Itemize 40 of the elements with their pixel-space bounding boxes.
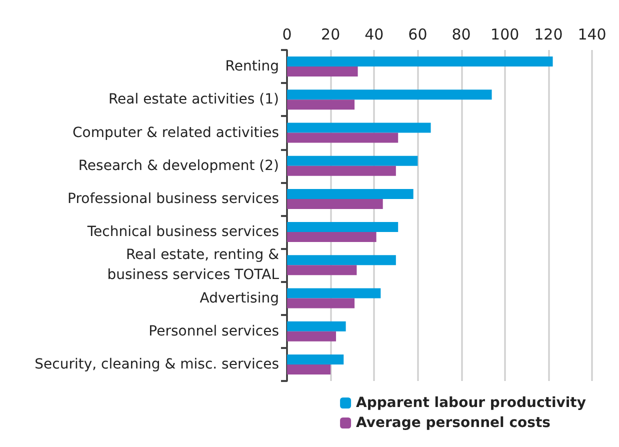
bar bbox=[287, 321, 346, 332]
x-tick-label: 40 bbox=[364, 26, 384, 44]
x-tick-label: 100 bbox=[490, 26, 520, 44]
bar bbox=[287, 56, 553, 67]
bar bbox=[287, 188, 414, 199]
bar bbox=[287, 90, 492, 100]
legend-label: Average personnel costs bbox=[356, 415, 550, 431]
y-tick-label: Real estate, renting & business services TOTAL bbox=[107, 247, 280, 284]
y-tick-label: Advertising bbox=[200, 290, 279, 306]
y-tick-label: Research & development (2) bbox=[78, 158, 279, 174]
bar bbox=[287, 232, 376, 242]
y-tick-label: Renting bbox=[225, 58, 279, 75]
bar bbox=[287, 100, 355, 110]
bar bbox=[287, 331, 336, 342]
bar bbox=[287, 132, 398, 143]
bar bbox=[287, 66, 358, 77]
y-tick-label: Security, cleaning & misc. services bbox=[34, 356, 279, 372]
y-tick-label: Professional business services bbox=[68, 190, 279, 207]
bar bbox=[287, 255, 396, 266]
x-tick-label: 20 bbox=[321, 26, 340, 44]
bar bbox=[287, 198, 383, 209]
x-tick-label: 60 bbox=[408, 26, 428, 44]
y-tick-label: Technical business services bbox=[86, 224, 279, 240]
x-tick-label: 80 bbox=[452, 26, 471, 44]
bar bbox=[287, 156, 418, 166]
bar bbox=[287, 288, 381, 298]
x-tick-label: 120 bbox=[534, 26, 563, 44]
bar bbox=[287, 354, 344, 364]
y-tick-label: Personnel services bbox=[148, 323, 279, 340]
bar bbox=[287, 122, 431, 133]
bar bbox=[287, 265, 357, 276]
bar bbox=[287, 166, 396, 176]
y-tick-label: Computer & related activities bbox=[72, 124, 279, 141]
bar bbox=[287, 364, 331, 374]
x-tick-label: 140 bbox=[578, 26, 606, 44]
bar bbox=[287, 298, 355, 308]
bar bbox=[287, 222, 398, 232]
legend-label: Apparent labour productivity bbox=[356, 395, 586, 411]
y-tick-label: Real estate activities (1) bbox=[108, 92, 279, 108]
x-tick-label: 0 bbox=[282, 26, 292, 44]
